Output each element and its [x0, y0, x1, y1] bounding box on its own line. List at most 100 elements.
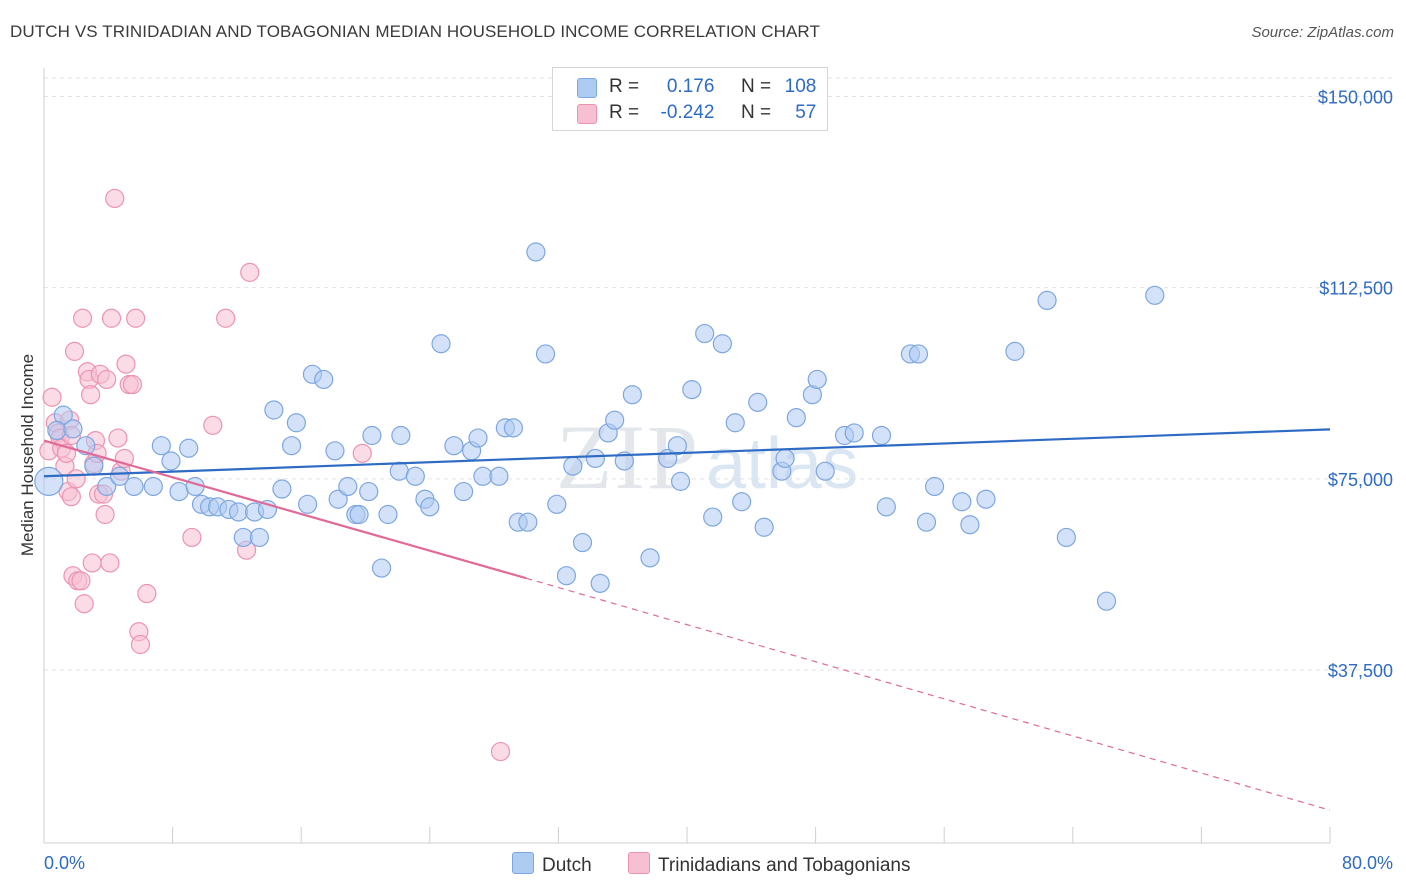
dutch-point	[124, 476, 144, 497]
dutch-point	[605, 410, 625, 430]
dutch-point	[844, 423, 864, 443]
dutch-point	[754, 517, 774, 537]
dutch-point	[161, 451, 181, 471]
dutch-point	[264, 400, 284, 420]
bottom-legend-label-dutch: Dutch	[542, 855, 592, 876]
dutch-point	[453, 481, 474, 502]
dutch-point	[547, 494, 567, 514]
trini-point	[182, 527, 202, 548]
dutch-point	[712, 334, 732, 354]
bottom-legend-label-trini: Trinidadians and Tobagonians	[658, 855, 911, 876]
trini-point	[64, 341, 85, 361]
dutch-point	[1056, 527, 1076, 548]
bottom-legend-dutch: Dutch	[512, 852, 592, 877]
dutch-point	[34, 466, 64, 496]
dutch-point	[622, 385, 642, 405]
legend-n-label: N =	[740, 76, 772, 97]
dutch-point	[444, 436, 464, 456]
trini-point	[105, 188, 125, 209]
trini-point	[42, 387, 62, 407]
dutch-point	[371, 558, 392, 578]
dutch-point	[109, 466, 130, 486]
trini-point	[61, 487, 81, 507]
trini-point	[71, 571, 91, 591]
y-tick-labels: $37,500 $75,000 $112,500 $150,000	[1318, 88, 1393, 682]
dutch-point	[682, 380, 702, 400]
trini-point	[81, 385, 101, 405]
trini-point	[130, 634, 151, 655]
dutch-point	[871, 425, 892, 446]
trini-point	[240, 262, 260, 282]
dutch-point	[349, 504, 369, 525]
dutch-point	[169, 481, 189, 502]
trini-point	[216, 308, 236, 328]
chart-title: DUTCH VS TRINIDADIAN AND TOBAGONIAN MEDI…	[10, 22, 820, 41]
trini-point	[490, 741, 511, 762]
trini-trend-line	[43, 439, 527, 580]
dutch-point	[775, 448, 795, 469]
dutch-point	[952, 492, 972, 512]
dutch-point	[391, 425, 411, 446]
dutch-point	[556, 566, 577, 586]
trini-point	[126, 308, 146, 328]
dutch-point	[143, 476, 163, 497]
dutch-point	[97, 476, 117, 497]
dutch-point	[378, 504, 398, 525]
dutch-point	[732, 492, 752, 512]
y-tick-label: $75,000	[1328, 470, 1393, 490]
y-tick-label: $37,500	[1328, 661, 1393, 681]
legend-r-value: 0.176	[666, 76, 715, 97]
trini-point	[137, 583, 157, 604]
dutch-point	[976, 489, 996, 509]
dutch-point	[667, 436, 687, 456]
dutch-point	[695, 323, 715, 344]
bottom-legend-trini: Trinidadians and Tobagonians	[628, 852, 910, 877]
trini-point	[72, 308, 93, 328]
dutch-point	[670, 471, 691, 491]
dutch-point	[572, 532, 593, 553]
dutch-point	[63, 419, 83, 439]
legend-swatch-trini	[577, 104, 597, 124]
trini-point	[108, 428, 128, 448]
y-tick-label: $112,500	[1319, 279, 1393, 299]
dutch-point	[748, 392, 768, 412]
dutch-point	[924, 476, 945, 497]
dutch-point	[1005, 341, 1025, 361]
dutch-point	[431, 334, 451, 354]
dutch-point	[420, 497, 440, 517]
trini-point	[100, 553, 120, 573]
trini-point	[95, 504, 115, 525]
dutch-point	[703, 507, 723, 527]
dutch-point	[272, 479, 292, 499]
dutch-point	[151, 436, 171, 456]
dutch-point	[84, 456, 104, 476]
dutch-point	[518, 512, 538, 532]
dutch-point	[405, 466, 425, 486]
dutch-point	[503, 418, 523, 438]
legend-r-label: R =	[609, 76, 640, 97]
legend-n-label: N =	[740, 102, 772, 123]
dutch-point	[362, 425, 382, 446]
trini-point	[66, 469, 86, 489]
bottom-legend-swatch-dutch	[512, 852, 534, 874]
trini-trend-extension	[526, 577, 1331, 811]
dutch-point	[233, 527, 253, 548]
y-tick-label: $150,000	[1318, 88, 1393, 108]
trini-series	[39, 188, 511, 762]
dutch-point	[47, 420, 67, 441]
correlation-legend: R = 0.176 N = 108 R = -0.242 N = 57	[552, 67, 828, 131]
legend-swatch-dutch	[577, 78, 597, 98]
dutch-point	[916, 512, 937, 532]
trend-lines	[43, 428, 1331, 811]
legend-r-value: -0.242	[660, 102, 715, 123]
dutch-point	[876, 497, 896, 517]
dutch-trend-line	[43, 428, 1331, 478]
trini-point	[122, 374, 143, 395]
x-tick-label-max: 80.0%	[1342, 853, 1393, 873]
grid-lines	[44, 77, 1394, 671]
dutch-point	[526, 242, 546, 262]
dutch-point	[249, 527, 270, 548]
legend-r-label: R =	[609, 102, 640, 123]
dutch-point	[338, 476, 358, 497]
